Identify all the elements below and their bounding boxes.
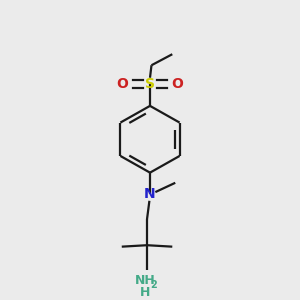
Text: N: N	[144, 188, 156, 201]
Text: 2: 2	[151, 280, 157, 290]
Text: H: H	[140, 286, 151, 299]
Text: O: O	[172, 77, 184, 91]
Text: NH: NH	[135, 274, 156, 287]
Text: O: O	[116, 77, 128, 91]
Text: S: S	[145, 77, 155, 91]
